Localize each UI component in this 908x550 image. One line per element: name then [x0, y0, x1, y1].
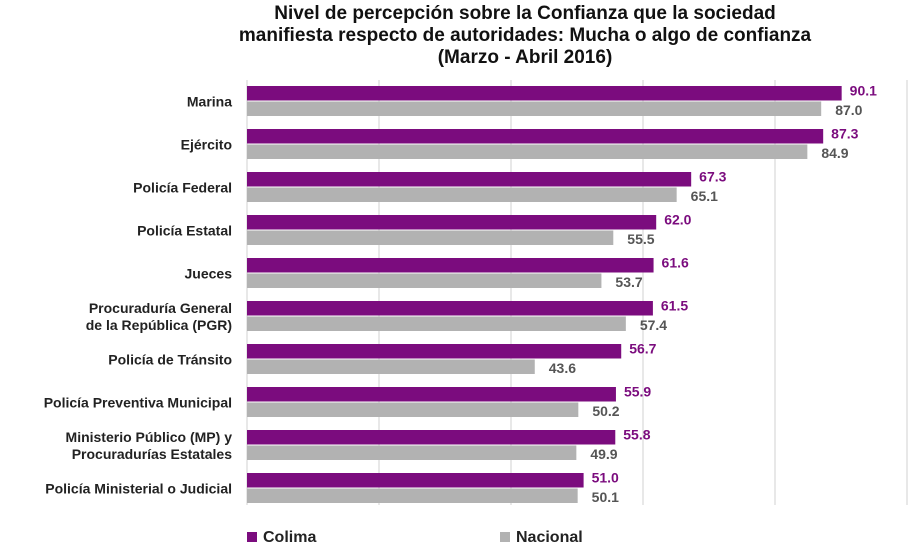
value-label: 55.9 [624, 383, 651, 399]
legend-swatch [247, 532, 257, 542]
bar [247, 445, 577, 460]
bar [247, 473, 584, 488]
category-label: Jueces [184, 265, 232, 281]
bar [247, 273, 602, 288]
bar [247, 301, 653, 316]
chart-title: (Marzo - Abril 2016) [438, 47, 613, 68]
category-label: Policía Preventiva Municipal [43, 394, 232, 410]
bar [247, 430, 616, 445]
value-label: 55.5 [627, 231, 654, 247]
value-label: 67.3 [699, 168, 726, 184]
category-label: Ministerio Público (MP) y Procuradurías … [65, 428, 232, 462]
legend-label: Nacional [516, 529, 583, 546]
bar [247, 86, 842, 101]
bar [247, 172, 692, 187]
category-label: Procuraduría General de la República (PG… [85, 299, 232, 333]
bar [247, 359, 535, 374]
value-label: 87.0 [835, 102, 862, 118]
value-label: 90.1 [850, 82, 877, 98]
value-label: 61.6 [662, 254, 689, 270]
bar [247, 129, 824, 144]
value-label: 62.0 [664, 211, 691, 227]
chart-title: manifiesta respecto de autoridades: Much… [239, 25, 812, 46]
legend-label: Colima [263, 529, 316, 546]
value-label: 84.9 [821, 145, 848, 161]
value-label: 49.9 [590, 446, 617, 462]
bar [247, 387, 616, 402]
value-label: 43.6 [549, 360, 576, 376]
bar [247, 101, 822, 116]
value-label: 50.1 [592, 489, 619, 505]
category-label: Policía de Tránsito [108, 351, 232, 367]
bar [247, 344, 622, 359]
bar [247, 215, 657, 230]
value-label: 51.0 [592, 469, 619, 485]
value-label: 57.4 [640, 317, 667, 333]
category-label: Marina [186, 93, 232, 109]
category-label: Policía Estatal [137, 222, 232, 238]
value-label: 56.7 [629, 340, 656, 356]
bar [247, 258, 654, 273]
value-label: 87.3 [831, 125, 858, 141]
bar [247, 488, 578, 503]
value-label: 50.2 [592, 403, 619, 419]
value-label: 53.7 [615, 274, 642, 290]
category-label: Policía Federal [133, 179, 232, 195]
bar [247, 316, 626, 331]
value-label: 65.1 [691, 188, 718, 204]
legend-swatch [500, 532, 510, 542]
value-label: 55.8 [623, 426, 650, 442]
bar [247, 187, 677, 202]
bar [247, 230, 614, 245]
chart-title: Nivel de percepción sobre la Confianza q… [274, 3, 776, 24]
value-label: 61.5 [661, 297, 688, 313]
bar [247, 144, 808, 159]
category-label: Policía Ministerial o Judicial [45, 480, 232, 496]
category-label: Ejército [180, 136, 232, 152]
bar [247, 402, 579, 417]
